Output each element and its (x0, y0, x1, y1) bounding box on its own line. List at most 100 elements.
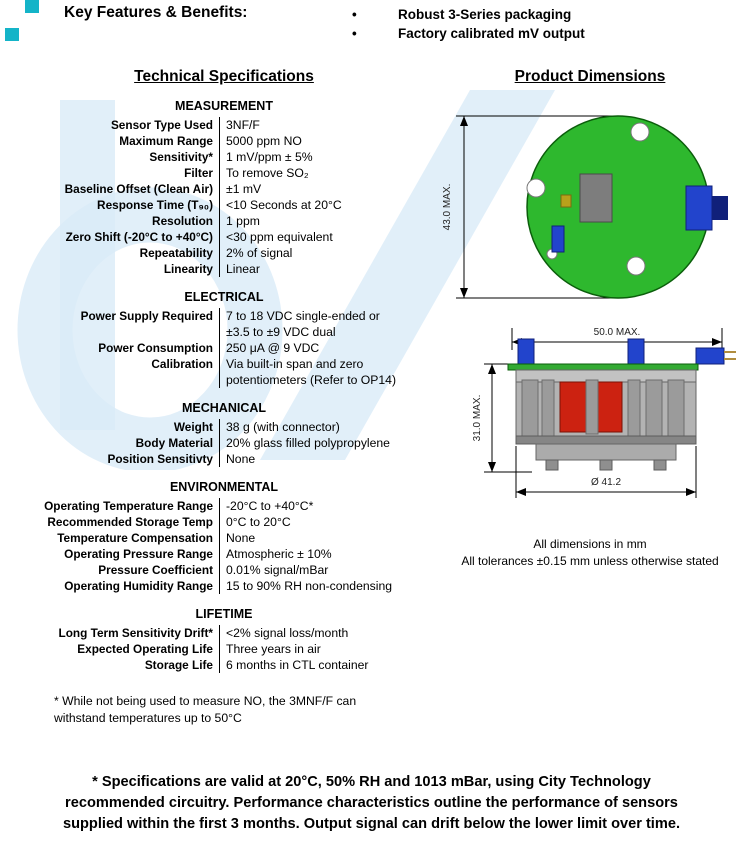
spec-label: Repeatability (28, 245, 220, 261)
spec-label: Baseline Offset (Clean Air) (28, 181, 220, 197)
spec-label: Maximum Range (28, 133, 220, 149)
spec-value: Via built-in span and zero potentiometer… (226, 357, 397, 387)
spec-section-mechanical: MECHANICAL Weight 38 g (with connector) Bo… (28, 401, 420, 467)
dim-label-top-view-height: 43.0 MAX. (442, 184, 453, 231)
mounting-hole (626, 256, 646, 276)
key-feature-item: • Robust 3-Series packaging (352, 5, 682, 24)
key-feature-text: Factory calibrated mV output (398, 26, 585, 41)
housing-rib (645, 379, 663, 437)
spec-value: Atmospheric ± 10% (226, 547, 332, 561)
spec-value: To remove SO₂ (226, 166, 309, 180)
housing-rib (521, 379, 539, 437)
pcb-board (526, 115, 710, 299)
spec-label: Body Material (28, 435, 220, 451)
dim-label-diameter: Ø 41.2 (591, 477, 621, 488)
spec-value: <2% signal loss/month (226, 626, 349, 640)
base-foot (599, 459, 613, 471)
spec-table: Weight 38 g (with connector) Body Material… (28, 419, 420, 467)
mounting-hole (526, 178, 546, 198)
pcb-top-view (526, 115, 728, 299)
spec-value: -20°C to +40°C* (226, 499, 314, 513)
spec-label: Sensitivity* (28, 149, 220, 165)
spec-label: Sensor Type Used (28, 117, 220, 133)
section-heading: MECHANICAL (181, 401, 267, 415)
spec-footnote: * While not being used to measure NO, th… (54, 694, 357, 725)
spec-label: Calibration (28, 356, 220, 388)
spec-value: <30 ppm equivalent (226, 230, 333, 244)
spec-label: Filter (28, 165, 220, 181)
key-feature-item: • Factory calibrated mV output (352, 24, 682, 43)
footer-specifications-note: * Specifications are valid at 20°C, 50% … (62, 774, 681, 832)
spec-label: Operating Temperature Range (28, 498, 220, 514)
housing-rib (667, 379, 685, 437)
key-features-list: • Robust 3-Series packaging • Factory ca… (352, 5, 682, 43)
housing-rib (585, 379, 599, 435)
connector (685, 185, 713, 231)
product-top-view-drawing: 43.0 MAX. (442, 115, 728, 299)
housing-rib (541, 379, 555, 437)
key-feature-text: Robust 3-Series packaging (398, 7, 572, 22)
spec-section-electrical: ELECTRICAL Power Supply Required 7 to 18 … (28, 290, 420, 388)
spec-label: Weight (28, 419, 220, 435)
corner-mark-icon (5, 28, 19, 41)
dim-label-side-width: 50.0 MAX. (594, 327, 641, 338)
small-component (560, 194, 572, 208)
spec-value: 38 g (with connector) (226, 420, 340, 434)
spec-value: 250 μA @ 9 VDC (226, 341, 320, 355)
section-heading: MEASUREMENT (175, 99, 273, 113)
pcb-edge (507, 363, 699, 371)
product-side-view-drawing: 50.0 MAX. 31.0 MAX. (472, 327, 736, 498)
product-dimensions-column: Product Dimensions 43.0 MAX. (440, 68, 740, 570)
spec-label: Recommended Storage Temp (28, 514, 220, 530)
spec-label: Pressure Coefficient (28, 562, 220, 578)
spec-value: 20% glass filled polypropylene (226, 436, 390, 450)
spec-label: Linearity (28, 261, 220, 277)
housing-band (515, 435, 697, 445)
spec-section-environmental: ENVIRONMENTAL Operating Temperature Rang… (28, 480, 420, 594)
spec-label: Long Term Sensitivity Drift* (28, 625, 220, 641)
spec-value: 0.01% signal/mBar (226, 563, 329, 577)
section-heading: LIFETIME (195, 607, 253, 621)
base (535, 443, 677, 461)
spec-value: 7 to 18 VDC single-ended or ±3.5 to ±9 V… (226, 309, 380, 339)
sensor-side-view (507, 338, 736, 471)
connector (695, 347, 725, 365)
spec-label: Operating Pressure Range (28, 546, 220, 562)
spec-label: Position Sensitivty (28, 451, 220, 467)
bullet-icon: • (352, 26, 357, 41)
potentiometer (517, 338, 535, 365)
spec-value: 15 to 90% RH non-condensing (226, 579, 392, 593)
spec-value: 1 ppm (226, 214, 260, 228)
base-foot (653, 459, 667, 471)
spec-table: Power Supply Required 7 to 18 VDC single-… (28, 308, 420, 388)
mounting-hole (630, 122, 650, 142)
ic-component (579, 173, 613, 223)
technical-specifications-column: Technical Specifications MEASUREMENT Sen… (28, 68, 420, 727)
spec-value: Three years in air (226, 642, 321, 656)
product-dimensions-title: Product Dimensions (514, 68, 666, 85)
spec-value: 3NF/F (226, 118, 260, 132)
spec-label: Operating Humidity Range (28, 578, 220, 594)
section-heading: ELECTRICAL (184, 290, 264, 304)
capacitor-component (551, 225, 565, 253)
spec-value: None (226, 452, 256, 466)
spec-section-lifetime: LIFETIME Long Term Sensitivity Drift* <2%… (28, 607, 420, 673)
section-heading: ENVIRONMENTAL (169, 480, 279, 494)
spec-section-measurement: MEASUREMENT Sensor Type Used 3NF/F Maximum… (28, 99, 420, 277)
spec-value: 5000 ppm NO (226, 134, 302, 148)
spec-label: Temperature Compensation (28, 530, 220, 546)
spec-label: Response Time (T₉₀) (28, 197, 220, 213)
spec-table: Operating Temperature Range -20°C to +40°… (28, 498, 420, 594)
spec-value: None (226, 531, 256, 545)
spec-label: Storage Life (28, 657, 220, 673)
technical-specifications-title: Technical Specifications (134, 68, 314, 85)
key-features-title: Key Features & Benefits: (64, 4, 248, 21)
dimension-notes: All dimensions in mm All tolerances ±0.1… (461, 537, 719, 568)
spec-value: 6 months in CTL container (226, 658, 369, 672)
housing-rib (627, 379, 641, 437)
bullet-icon: • (352, 7, 357, 22)
spec-value: 0°C to 20°C (226, 515, 291, 529)
base-foot (545, 459, 559, 471)
spec-value: Linear (226, 262, 260, 276)
